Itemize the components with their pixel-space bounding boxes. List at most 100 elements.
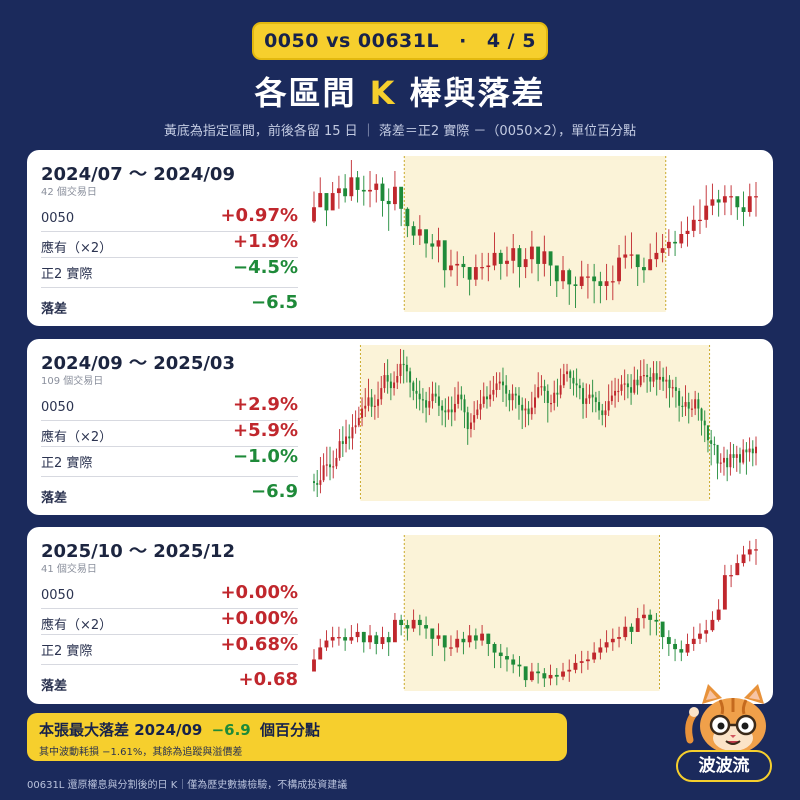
candle-body: [312, 659, 316, 672]
candle-body: [313, 481, 315, 484]
candle-body: [374, 183, 379, 190]
candle-body: [604, 281, 609, 286]
candle-body: [703, 420, 706, 426]
stat-label: 應有（×2）: [41, 618, 113, 633]
candle-body: [678, 390, 681, 406]
candle-body: [442, 240, 447, 271]
summary-value: −6.9: [211, 721, 251, 739]
candle-body: [592, 276, 597, 282]
candle-body: [585, 398, 588, 404]
row-divider: [41, 634, 298, 635]
stat-label: 正2 實際: [41, 644, 93, 659]
stat-row-0050: 0050 +0.97%: [41, 205, 298, 229]
candle-body: [466, 412, 469, 430]
candle-body: [623, 254, 628, 258]
candle-body: [662, 376, 665, 382]
candle-body: [604, 642, 609, 648]
candle-body: [467, 267, 472, 280]
candle-body: [361, 408, 364, 418]
candle-body: [425, 400, 428, 408]
candle-body: [455, 638, 460, 648]
candle-body: [578, 385, 581, 389]
candle-body: [735, 454, 738, 458]
candle-body: [543, 386, 546, 391]
candle-body: [399, 363, 402, 376]
candle-body: [524, 408, 527, 411]
pill-comparison-label: 0050 vs 00631L: [264, 30, 440, 52]
candle-body: [579, 276, 584, 286]
candle-body: [567, 270, 572, 285]
candle-body: [370, 397, 373, 407]
candle-body: [566, 371, 569, 375]
candle-body: [341, 441, 344, 444]
candle-body: [405, 625, 410, 629]
candle-body: [325, 464, 328, 466]
candle-body: [553, 392, 556, 403]
candle-body: [336, 188, 341, 194]
candle-body: [548, 674, 553, 679]
stat-row-expected: 應有（×2） +5.9%: [41, 420, 298, 445]
summary-headline: 本張最大落差 2024/09 −6.9 個百分點: [39, 719, 320, 740]
candle-body: [536, 671, 541, 674]
candle-body: [655, 373, 658, 380]
candle-body: [450, 409, 453, 413]
candle-body: [436, 240, 441, 247]
stat-value: +0.68%: [220, 634, 298, 655]
candle-body: [620, 384, 623, 391]
diff-value: −6.5: [251, 292, 298, 313]
candle-body: [697, 399, 700, 409]
footer-disclaimer: 00631L 還原權息與分割後的日 K｜僅為歷史數據檢驗，不構成投資建議: [27, 780, 348, 791]
candle-body: [312, 207, 316, 222]
candle-body: [442, 635, 447, 648]
candle-body: [405, 208, 410, 227]
candle-body: [642, 267, 646, 271]
stat-label: 正2 實際: [41, 267, 93, 282]
candle-body: [754, 549, 758, 551]
stat-row-diff: 落差 +0.68: [41, 669, 298, 694]
row-divider: [41, 664, 298, 665]
candle-body: [421, 399, 424, 401]
candle-body: [704, 205, 709, 220]
candle-body: [648, 259, 653, 271]
candle-body: [617, 637, 621, 639]
candle-body: [357, 417, 360, 426]
candle-body: [710, 199, 715, 206]
highlight-region: [404, 156, 666, 312]
row-divider: [41, 257, 298, 258]
candle-body: [639, 375, 642, 386]
candle-body: [649, 376, 652, 382]
candle-body: [633, 379, 636, 393]
candle-body: [527, 408, 530, 415]
candle-body: [660, 248, 665, 253]
candle-body: [461, 638, 466, 643]
candle-body: [441, 405, 444, 411]
candle-body: [747, 196, 752, 212]
candle-body: [556, 392, 559, 395]
stat-row-0050: 0050 +0.00%: [41, 582, 298, 606]
candle-body: [402, 363, 405, 366]
candle-body: [330, 637, 335, 641]
candle-body: [489, 394, 492, 400]
stat-row-expected: 應有（×2） +0.00%: [41, 608, 298, 633]
candle-body: [572, 377, 575, 384]
candle-body: [523, 666, 528, 681]
candle-body: [598, 281, 603, 286]
candle-body: [559, 385, 562, 395]
candle-body: [324, 193, 329, 211]
candle-body: [318, 193, 323, 208]
stat-value: −1.0%: [232, 446, 298, 467]
candle-body: [417, 619, 422, 626]
candle-body: [361, 189, 366, 192]
candle-body: [722, 196, 727, 203]
candle-body: [373, 405, 376, 407]
candle-body: [386, 200, 391, 205]
candle-body: [498, 652, 503, 657]
candle-body: [460, 394, 463, 400]
title-part-2: 棒與落差: [409, 74, 546, 112]
summary-unit: 個百分點: [259, 721, 320, 739]
candle-body: [505, 656, 509, 660]
candle-body: [674, 387, 677, 391]
candle-body: [722, 575, 727, 610]
candle-body: [585, 276, 590, 278]
candle-body: [436, 635, 441, 639]
